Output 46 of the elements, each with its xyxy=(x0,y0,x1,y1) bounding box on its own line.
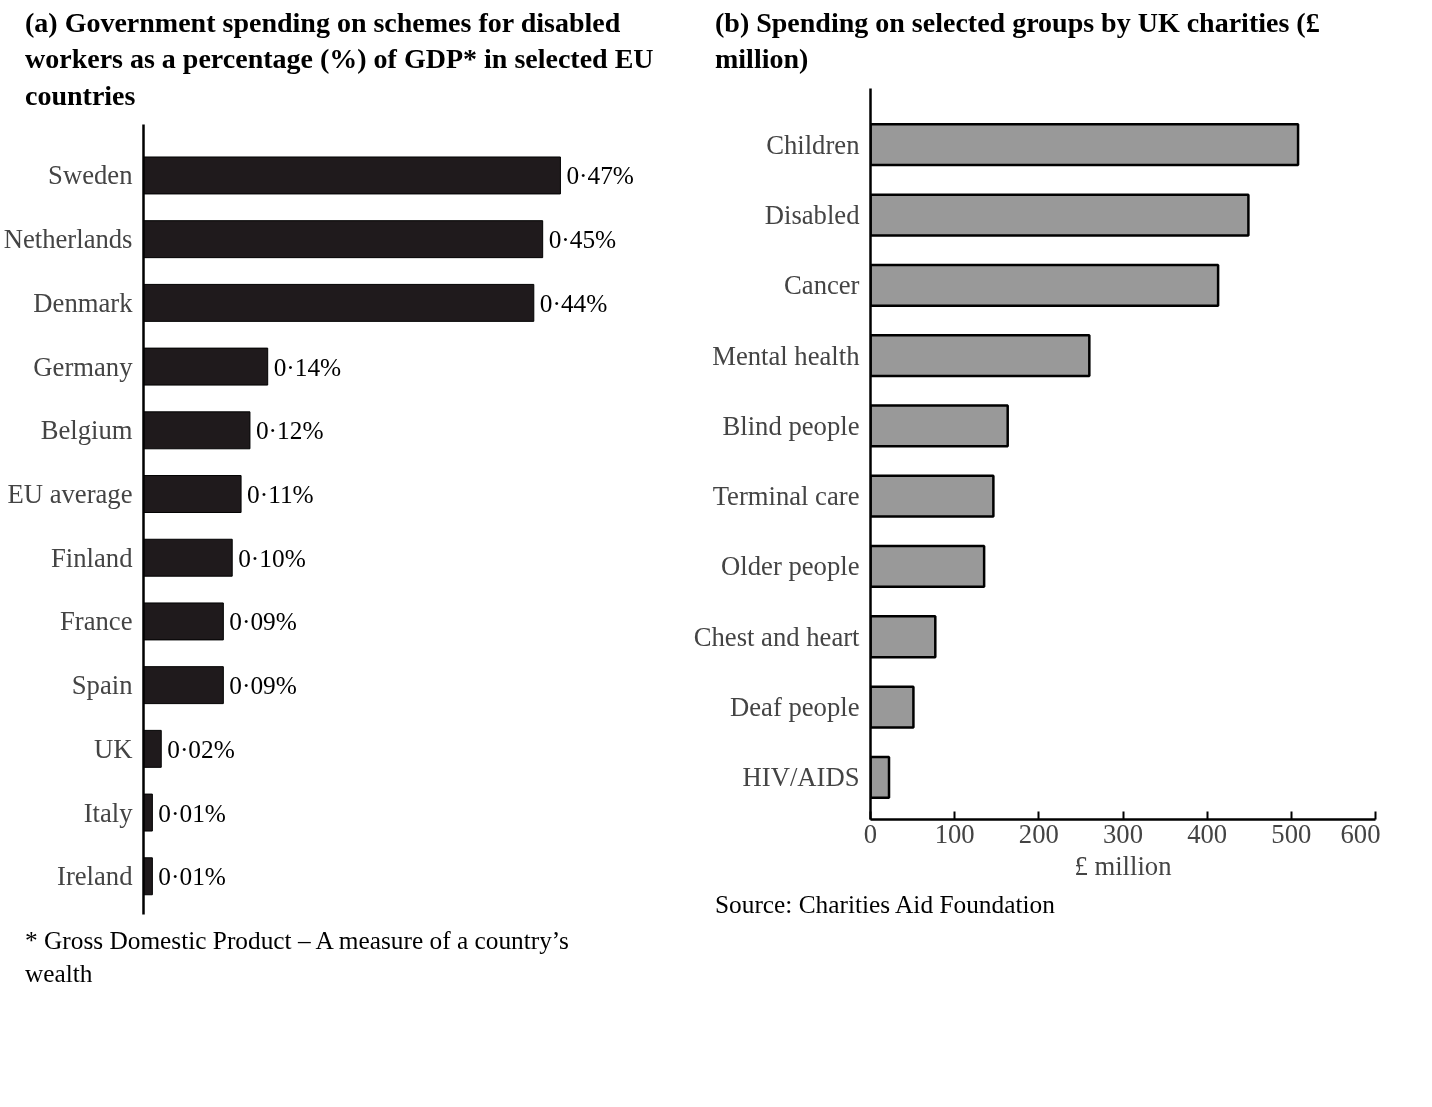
x-tick-label: 100 xyxy=(934,818,975,849)
data-label: 0·09% xyxy=(229,607,297,636)
y-tick-label: Netherlands xyxy=(3,224,133,255)
y-tick-label: Ireland xyxy=(57,861,133,892)
y-tick-label: Older people xyxy=(721,551,860,582)
x-tick-label: 0 xyxy=(863,818,878,849)
y-tick-label: Chest and heart xyxy=(693,621,861,652)
data-label: 0·47% xyxy=(566,161,634,190)
chart-title: (a) Government spending on schemes for disabled workers as a percentage (%) of GDP* in selected EU countries xyxy=(25,6,655,113)
data-label: 0·01% xyxy=(158,798,226,827)
y-tick-label: France xyxy=(59,606,133,637)
text: * Gross Domestic Product – A measure of a country’s wealth xyxy=(25,925,570,990)
y-tick-label: Disabled xyxy=(764,199,860,230)
y-tick-label: Italy xyxy=(83,797,134,828)
y-tick-label: HIV/AIDS xyxy=(742,762,860,793)
x-tick-label: 500 xyxy=(1271,818,1312,849)
x-tick-label: 300 xyxy=(1103,818,1143,849)
y-tick-label: EU average xyxy=(7,479,133,510)
y-tick-label: Belgium xyxy=(40,415,133,446)
y-tick-label: Germany xyxy=(33,351,134,382)
data-label: 0·14% xyxy=(273,352,342,381)
y-tick-label: Denmark xyxy=(33,288,134,319)
y-tick-label: Sweden xyxy=(48,160,133,191)
y-tick-label: Mental health xyxy=(712,340,860,371)
data-label: 0·02% xyxy=(167,735,235,764)
y-tick-label: UK xyxy=(94,734,133,765)
x-tick-label: 400 xyxy=(1187,818,1228,849)
y-tick-label: Deaf people xyxy=(729,691,860,722)
x-tick-label: 600 xyxy=(1340,818,1381,849)
x-axis-title: £ million xyxy=(1074,850,1172,881)
data-label: 0·44% xyxy=(539,289,608,318)
y-tick-label: Blind people xyxy=(722,410,860,441)
x-tick-label: 200 xyxy=(1018,818,1059,849)
data-label: 0·45% xyxy=(548,225,617,254)
y-tick-label: Finland xyxy=(51,542,133,573)
y-tick-label: Terminal care xyxy=(712,480,860,511)
data-label: 0·01% xyxy=(158,862,226,891)
y-tick-label: Children xyxy=(766,129,860,160)
source-note: Source: Charities Aid Foundation xyxy=(715,888,1055,920)
data-label: 0·11% xyxy=(247,480,314,509)
y-tick-label: Spain xyxy=(71,670,133,701)
y-tick-label: Cancer xyxy=(784,270,860,301)
data-label: 0·09% xyxy=(229,671,297,700)
data-label: 0·10% xyxy=(238,543,306,572)
data-label: 0·12% xyxy=(255,416,324,445)
chart-title: (b) Spending on selected groups by UK charities (£ million) xyxy=(715,6,1321,77)
